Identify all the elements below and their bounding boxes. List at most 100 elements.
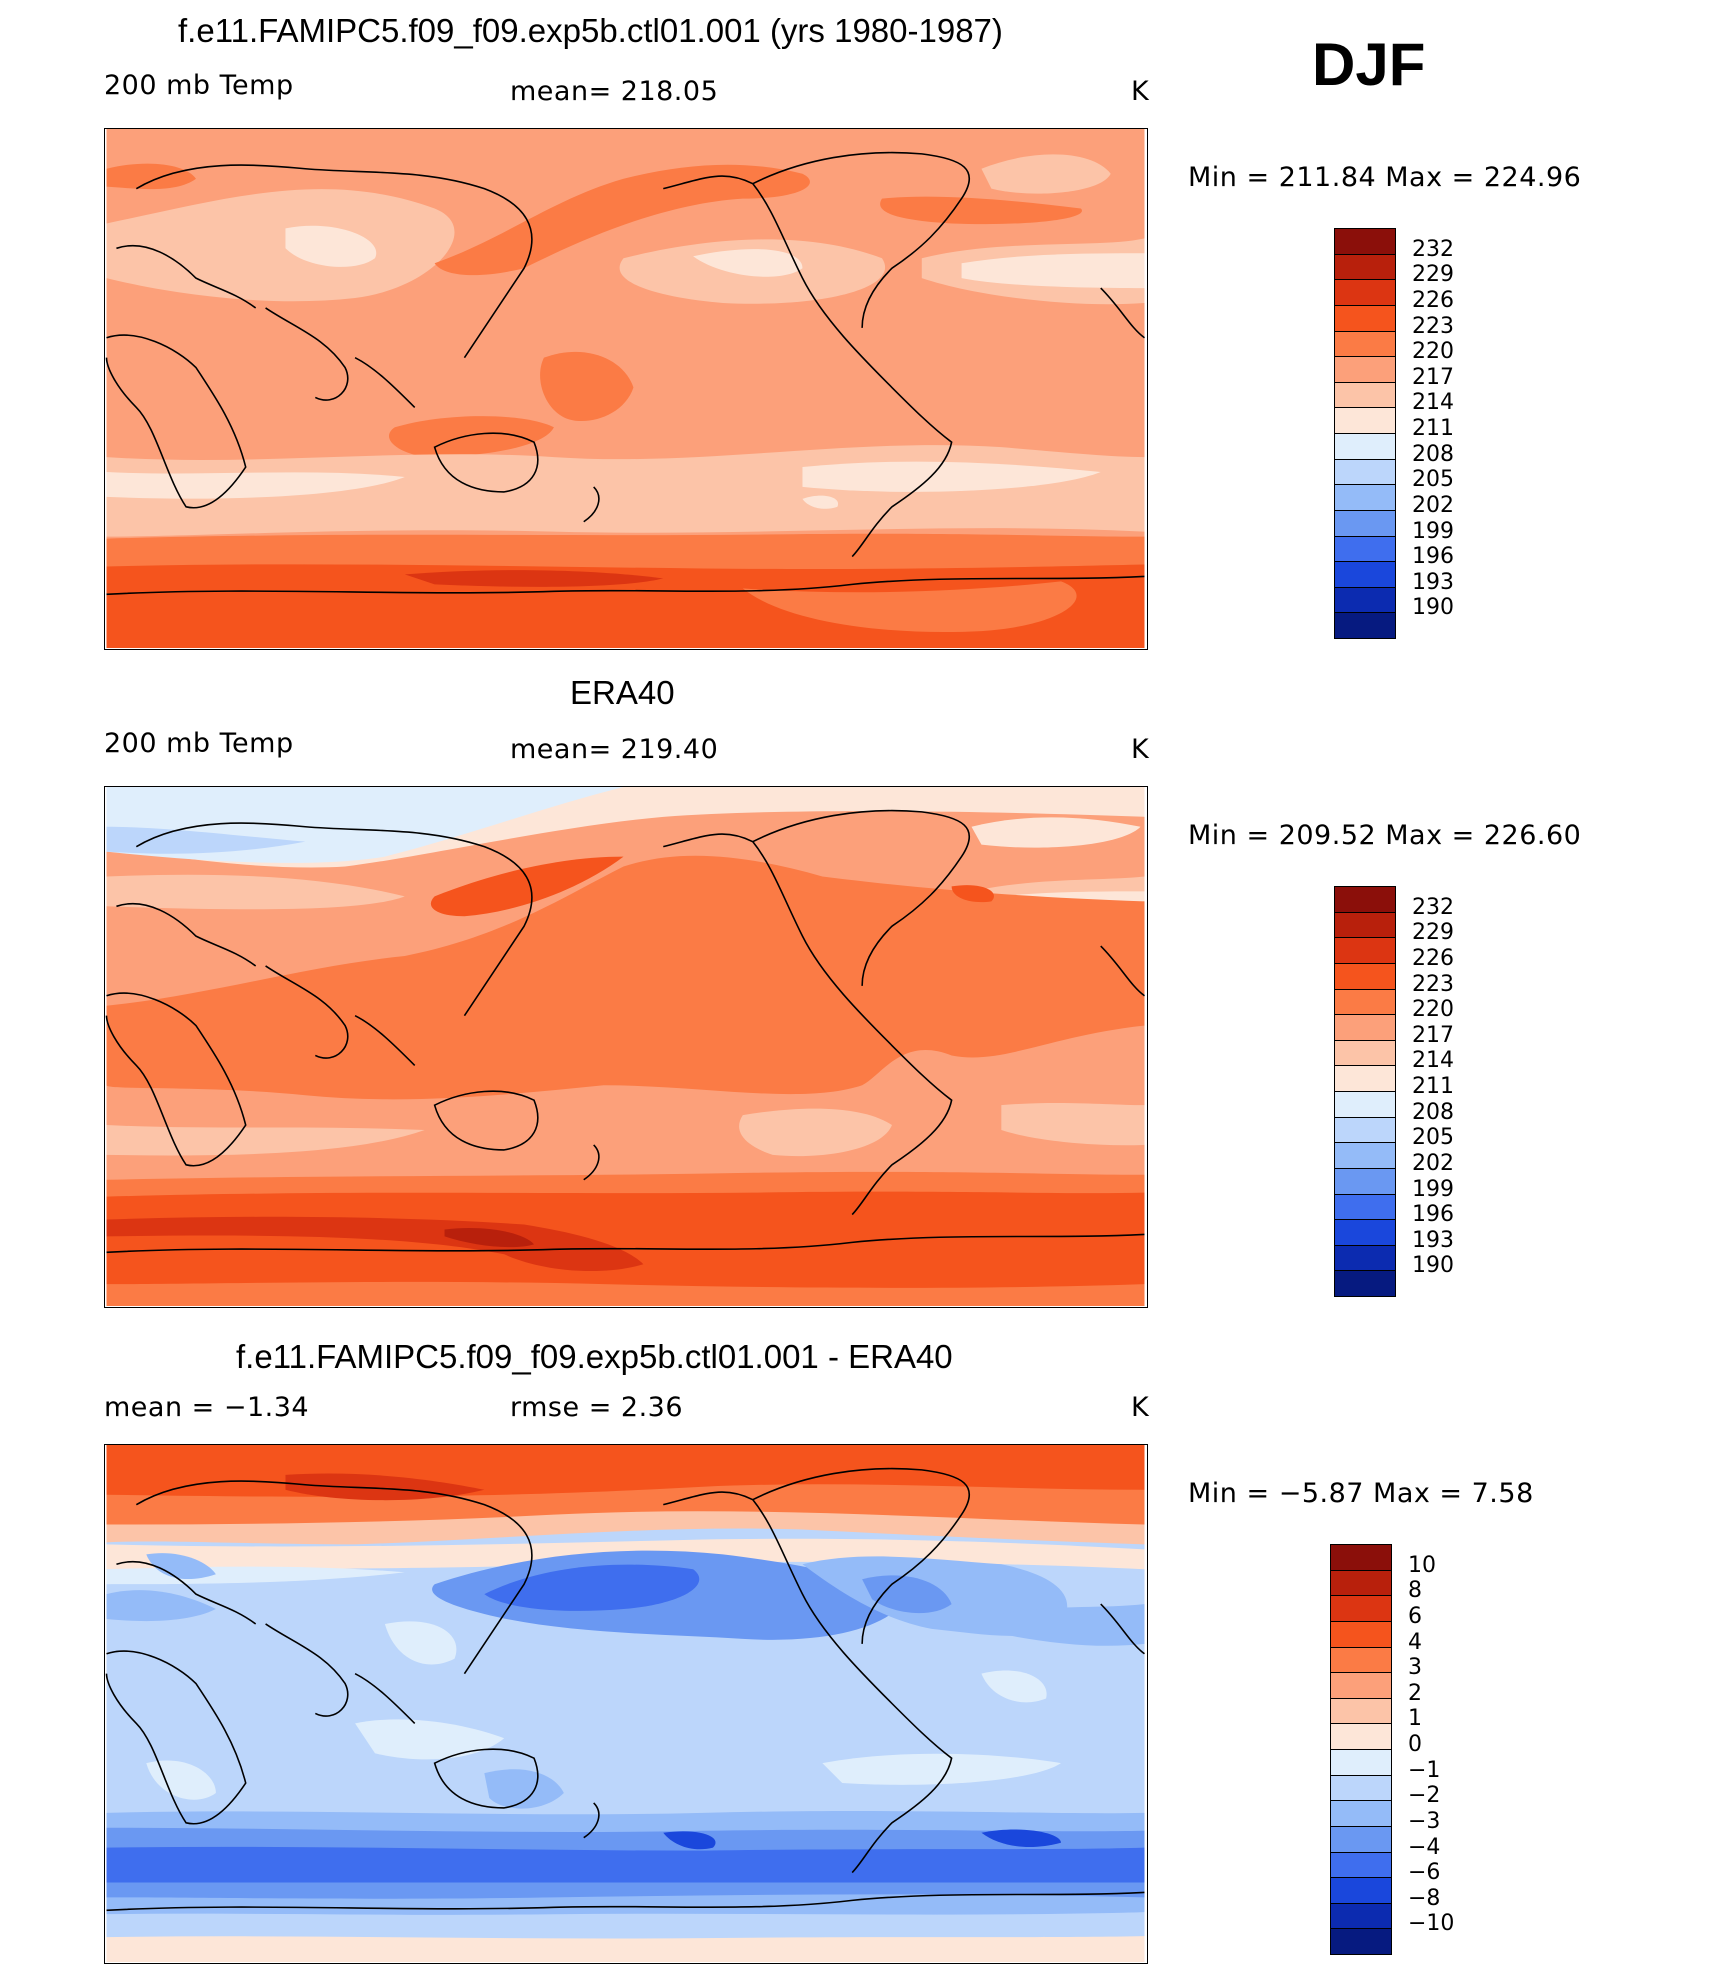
- panel3-colorbar-swatch: [1330, 1569, 1392, 1596]
- panel2-colorbar-swatch: [1334, 1270, 1396, 1297]
- panel3-colorbar-swatch: [1330, 1672, 1392, 1699]
- panel2-colorbar-swatch: [1334, 1091, 1396, 1118]
- panel2-contour-field: [105, 787, 1145, 1306]
- panel3-colorbar-tick-label: 3: [1408, 1655, 1422, 1681]
- panel2-colorbar-tick-label: 199: [1412, 1176, 1454, 1202]
- panel2-variable-label: 200 mb Temp: [104, 728, 294, 759]
- panel1-minmax-label: Min = 211.84 Max = 224.96: [1188, 162, 1582, 193]
- panel3-colorbar-tick-label: 2: [1408, 1680, 1422, 1706]
- panel1-colorbar-swatch: [1334, 253, 1396, 280]
- panel3-minmax-label: Min = −5.87 Max = 7.58: [1188, 1478, 1534, 1509]
- panel3-colorbar-tick-label: 8: [1408, 1578, 1422, 1604]
- panel2-colorbar-swatch: [1334, 962, 1396, 989]
- panel1-colorbar-tick-label: 193: [1412, 569, 1454, 595]
- panel2-colorbar-tick-label: 202: [1412, 1150, 1454, 1176]
- panel2-colorbar-tick-label: 190: [1412, 1253, 1454, 1279]
- panel3-colorbar-tick-label: −8: [1408, 1885, 1441, 1911]
- panel1-colorbar-swatch: [1334, 586, 1396, 613]
- panel3-colorbar-tick-label: 1: [1408, 1706, 1422, 1732]
- panel2-colorbar-tick-label: 232: [1412, 894, 1454, 920]
- panel3-colorbar-swatch: [1330, 1774, 1392, 1801]
- panel1-colorbar-swatch: [1334, 612, 1396, 639]
- panel2-colorbar-swatch: [1334, 1065, 1396, 1092]
- panel2-colorbar-tick-label: 193: [1412, 1227, 1454, 1253]
- panel1-colorbar-swatch: [1334, 381, 1396, 408]
- panel1-colorbar-tick-label: 202: [1412, 492, 1454, 518]
- panel3-colorbar-swatch: [1330, 1749, 1392, 1776]
- panel1-colorbar-swatch: [1334, 279, 1396, 306]
- panel2-colorbar-tick-label: 208: [1412, 1099, 1454, 1125]
- panel3-colorbar-swatch: [1330, 1851, 1392, 1878]
- panel3-colorbar-tick-label: −2: [1408, 1783, 1441, 1809]
- panel3-colorbar-tick-label: −6: [1408, 1860, 1441, 1886]
- panel3-colorbar-swatch: [1330, 1646, 1392, 1673]
- panel1-colorbar-tick-label: 190: [1412, 595, 1454, 621]
- panel3-colorbar-swatch: [1330, 1902, 1392, 1929]
- panel3-title: f.e11.FAMIPC5.f09_f09.exp5b.ctl01.001 - …: [236, 1338, 953, 1375]
- panel1-colorbar-swatch: [1334, 458, 1396, 485]
- panel2-colorbar-swatch: [1334, 1014, 1396, 1041]
- panel1-colorbar-swatch: [1334, 509, 1396, 536]
- panel1-colorbar-tick-label: 217: [1412, 364, 1454, 390]
- panel3-colorbar-tick-label: −1: [1408, 1757, 1441, 1783]
- panel1-colorbar-swatch: [1334, 484, 1396, 511]
- panel2-mean-label: mean= 219.40: [510, 734, 719, 765]
- panel3-colorbar: 10 8 6 4 3 2 1 0 −1 −2 −3 −4 −6 −8 −10: [1330, 1544, 1470, 1957]
- panel1-colorbar-swatch: [1334, 407, 1396, 434]
- panel1-colorbar-tick-label: 211: [1412, 416, 1454, 441]
- panel1-colorbar-tick-label: 214: [1412, 390, 1454, 416]
- panel1-colorbar-swatch: [1334, 228, 1396, 255]
- panel1-colorbar-swatch: [1334, 330, 1396, 357]
- panel2-minmax-label: Min = 209.52 Max = 226.60: [1188, 820, 1582, 851]
- panel2-colorbar-swatch: [1334, 1167, 1396, 1194]
- panel2-colorbar-swatch: [1334, 1116, 1396, 1143]
- panel1-colorbar-tick-label: 205: [1412, 467, 1454, 493]
- panel1-colorbar: 232 229 226 223 220 217 214 211 208 205 202 199 196 1…: [1334, 228, 1474, 641]
- panel1-title: f.e11.FAMIPC5.f09_f09.exp5b.ctl01.001 (y…: [178, 12, 1003, 49]
- panel3-colorbar-swatch: [1330, 1723, 1392, 1750]
- panel3-map: [104, 1444, 1148, 1964]
- panel1-map: [104, 128, 1148, 650]
- panel1-contour-field: [105, 129, 1145, 648]
- panel3-colorbar-tick-label: −4: [1408, 1834, 1441, 1860]
- panel2-colorbar-swatch: [1334, 1142, 1396, 1169]
- panel2-colorbar-swatch: [1334, 1219, 1396, 1246]
- panel3-colorbar-tick-label: 10: [1408, 1552, 1436, 1578]
- panel1-colorbar-swatch: [1334, 535, 1396, 562]
- panel2-colorbar-tick-label: 196: [1412, 1202, 1454, 1228]
- panel2-title: ERA40: [570, 674, 675, 711]
- panel1-colorbar-tick-label: 223: [1412, 313, 1454, 339]
- panel3-contour-field: [105, 1445, 1145, 1962]
- panel3-colorbar-swatch: [1330, 1595, 1392, 1622]
- panel2-colorbar-tick-label: 205: [1412, 1125, 1454, 1151]
- panel1-colorbar-swatch: [1334, 304, 1396, 331]
- panel3-unit-label: K: [1131, 1392, 1150, 1423]
- panel3-colorbar-swatch: [1330, 1697, 1392, 1724]
- panel3-colorbar-tick-label: 6: [1408, 1603, 1422, 1629]
- panel2-colorbar-tick-label: 223: [1412, 971, 1454, 997]
- panel3-colorbar-swatch: [1330, 1825, 1392, 1852]
- panel2-colorbar-tick-label: 226: [1412, 945, 1454, 971]
- panel1-colorbar-tick-label: 208: [1412, 441, 1454, 467]
- panel1-mean-label: mean= 218.05: [510, 76, 719, 107]
- panel2-colorbar-tick-label: 229: [1412, 920, 1454, 946]
- panel1-colorbar-tick-label: 232: [1412, 236, 1454, 262]
- panel2-colorbar-swatch: [1334, 1039, 1396, 1066]
- panel2-map: [104, 786, 1148, 1308]
- season-label: DJF: [1312, 31, 1426, 98]
- panel2-unit-label: K: [1131, 734, 1150, 765]
- panel3-colorbar-tick-label: 0: [1408, 1732, 1422, 1757]
- panel3-colorbar-swatch: [1330, 1877, 1392, 1904]
- panel1-colorbar-swatch: [1334, 356, 1396, 383]
- panel3-colorbar-tick-label: −10: [1408, 1911, 1455, 1937]
- panel2-colorbar-swatch: [1334, 911, 1396, 938]
- panel3-colorbar-swatch: [1330, 1620, 1392, 1647]
- panel1-colorbar-swatch: [1334, 561, 1396, 588]
- panel1-colorbar-swatch: [1334, 433, 1396, 460]
- panel1-colorbar-tick-label: 196: [1412, 544, 1454, 570]
- panel1-variable-label: 200 mb Temp: [104, 70, 294, 101]
- panel2-colorbar-tick-label: 217: [1412, 1022, 1454, 1048]
- panel3-colorbar-tick-label: −3: [1408, 1808, 1441, 1834]
- panel2-colorbar: 232 229 226 223 220 217 214 211 208 205 202 199 196 1…: [1334, 886, 1474, 1299]
- panel1-colorbar-tick-label: 199: [1412, 518, 1454, 544]
